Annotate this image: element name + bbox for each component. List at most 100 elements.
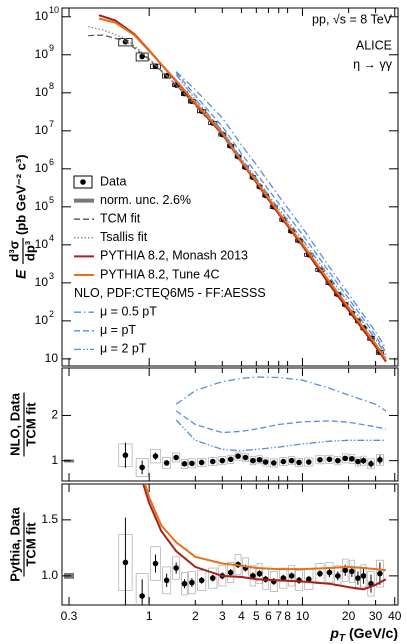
syst-box	[135, 573, 149, 605]
y-tick-label: 10	[35, 9, 49, 23]
curve	[88, 34, 387, 361]
curve	[175, 72, 387, 353]
data-point	[288, 573, 295, 579]
x-axis-label: pT (GeV/c)	[329, 625, 398, 644]
data-point	[219, 457, 226, 464]
data-point	[377, 456, 383, 463]
syst-box	[188, 571, 196, 595]
x-tick-label: 3	[219, 609, 226, 623]
syst-box	[375, 559, 384, 588]
syst-box	[162, 566, 172, 595]
data-point	[288, 457, 295, 464]
data-point	[198, 459, 205, 466]
y-tick-exponent: 2	[49, 309, 54, 319]
data-point	[360, 457, 367, 464]
y-tick-label: 10	[35, 313, 49, 327]
y-tick-label: 10	[45, 351, 59, 365]
y-label-part: E	[13, 269, 29, 279]
legend-label: Data	[100, 174, 126, 188]
y-tick-label: 10	[35, 123, 49, 137]
data-point	[209, 575, 216, 581]
syst-box	[208, 457, 218, 466]
plot-area	[64, 484, 387, 605]
data-point	[163, 577, 170, 584]
data-point	[270, 460, 277, 466]
syst-box	[279, 567, 288, 589]
syst-box	[342, 558, 349, 582]
data-point	[152, 560, 159, 567]
y-tick-label: 1.5	[41, 512, 58, 526]
x-label-part: T	[339, 633, 346, 644]
y-tick-exponent: 10	[49, 5, 59, 15]
x-tick-label: 10	[296, 609, 310, 623]
y-label-part: TCM fit	[23, 522, 38, 567]
data-point	[152, 453, 159, 459]
syst-box	[150, 546, 161, 581]
y-tick-label: 10	[35, 161, 49, 175]
x-tick-label: 40	[388, 609, 402, 623]
data-point	[163, 460, 170, 466]
y-tick-label: 1	[51, 453, 58, 467]
y-tick-exponent: 4	[49, 233, 54, 243]
data-point	[326, 456, 333, 463]
curve	[175, 376, 387, 412]
plot-area	[88, 14, 387, 363]
data-point	[317, 570, 323, 577]
curve	[143, 484, 387, 572]
y-label-part: TCM fit	[23, 402, 38, 447]
data-point	[242, 454, 249, 461]
y-axis-label: NLO, Data TCM fit	[7, 392, 38, 457]
x-tick-label: 30	[369, 609, 383, 623]
data-point	[342, 567, 348, 574]
data-point	[256, 456, 263, 463]
x-tick-label: 4	[238, 609, 245, 623]
syst-box	[227, 454, 235, 464]
syst-box	[367, 571, 375, 597]
data-point	[181, 461, 188, 467]
syst-box	[188, 458, 196, 469]
x-tick-label: 7	[275, 609, 282, 623]
data-point	[334, 457, 341, 464]
data-point	[377, 570, 383, 577]
curve	[175, 74, 387, 355]
data-point	[349, 568, 355, 575]
data-point	[326, 569, 333, 576]
plot-frame	[61, 483, 399, 606]
data-point	[209, 458, 216, 465]
syst-box	[249, 456, 257, 466]
data-point	[122, 452, 129, 459]
syst-box	[304, 457, 314, 467]
y-tick-label: 1.0	[41, 568, 58, 582]
y-tick-exponent: 8	[49, 81, 54, 91]
syst-box	[162, 457, 172, 469]
syst-box	[135, 458, 149, 477]
data-point	[360, 573, 367, 579]
syst-box	[180, 572, 188, 596]
syst-box	[325, 562, 334, 583]
data-point	[198, 577, 205, 584]
data-point	[139, 464, 145, 471]
y-axis-label: Pythia, Data TCM fit	[7, 507, 38, 582]
data-point	[122, 559, 129, 566]
syst-box	[208, 567, 218, 589]
data-point	[342, 455, 348, 462]
syst-box	[375, 453, 384, 466]
syst-box	[172, 452, 181, 463]
syst-box	[295, 458, 303, 467]
y-label-part: d³σ	[6, 240, 21, 261]
curve	[175, 71, 387, 349]
data-point	[355, 575, 361, 581]
legend-label: PYTHIA 8.2, Monash 2013	[100, 249, 248, 263]
plot-area	[64, 376, 387, 477]
data-point	[306, 576, 312, 583]
syst-box	[227, 562, 235, 583]
syst-box	[135, 52, 149, 62]
curve	[142, 484, 387, 591]
data-point	[262, 459, 269, 465]
syst-box	[279, 457, 288, 466]
syst-box	[197, 458, 207, 467]
syst-box	[269, 458, 278, 468]
x-label-part: (GeV/c)	[349, 625, 398, 641]
